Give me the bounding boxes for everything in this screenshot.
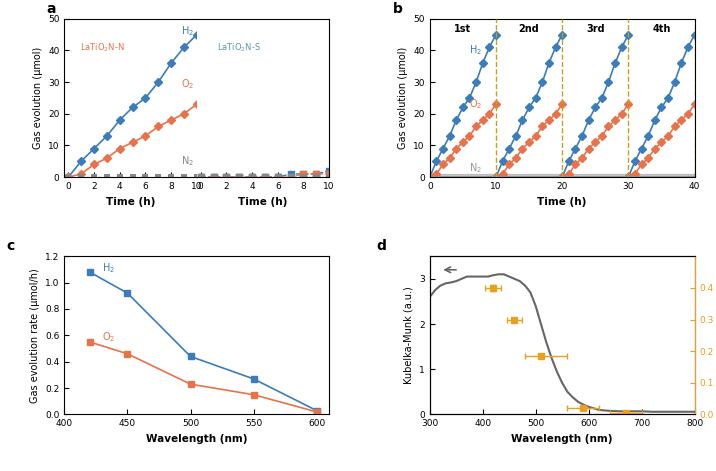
- Y-axis label: Gas evolution rate (μmol/h): Gas evolution rate (μmol/h): [29, 268, 39, 403]
- X-axis label: Time (h): Time (h): [538, 196, 587, 206]
- Text: N$_2$: N$_2$: [470, 161, 483, 175]
- Text: 3rd: 3rd: [586, 24, 604, 33]
- Text: O$_2$: O$_2$: [470, 97, 483, 111]
- Text: LaTiO$_2$N-N: LaTiO$_2$N-N: [80, 41, 125, 54]
- Y-axis label: Gas evolution (μmol): Gas evolution (μmol): [32, 47, 42, 149]
- X-axis label: Time (h): Time (h): [238, 196, 288, 206]
- Text: a: a: [46, 1, 55, 16]
- Text: 2nd: 2nd: [518, 24, 539, 33]
- Text: 1st: 1st: [455, 24, 471, 33]
- X-axis label: Wavelength (nm): Wavelength (nm): [511, 434, 613, 444]
- Y-axis label: Kubelka-Munk (a.u.): Kubelka-Munk (a.u.): [404, 286, 414, 384]
- Text: N$_2$: N$_2$: [181, 154, 194, 168]
- Text: c: c: [6, 239, 14, 253]
- Y-axis label: Gas evolution (μmol): Gas evolution (μmol): [398, 47, 408, 149]
- X-axis label: Time (h): Time (h): [106, 196, 155, 206]
- Text: d: d: [377, 239, 387, 253]
- Text: b: b: [392, 1, 402, 16]
- Text: 4th: 4th: [652, 24, 671, 33]
- Text: H$_2$: H$_2$: [470, 44, 483, 57]
- X-axis label: Wavelength (nm): Wavelength (nm): [146, 434, 248, 444]
- Text: O$_2$: O$_2$: [181, 77, 194, 91]
- Text: H$_2$: H$_2$: [181, 24, 194, 39]
- Text: H$_2$: H$_2$: [102, 261, 115, 275]
- Text: LaTiO$_2$N-S: LaTiO$_2$N-S: [217, 41, 261, 54]
- Text: O$_2$: O$_2$: [102, 331, 115, 344]
